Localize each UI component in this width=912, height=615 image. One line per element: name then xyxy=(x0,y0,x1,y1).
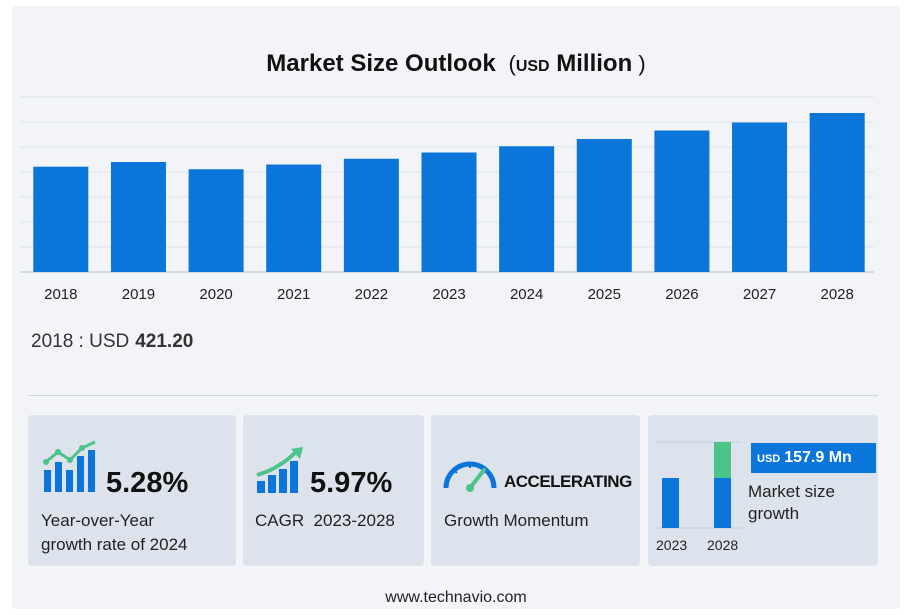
mini-bar-2028-base xyxy=(714,478,731,528)
x-tick-label-2018: 2018 xyxy=(44,286,77,303)
growth-bars-icon xyxy=(43,440,96,492)
bar-2019 xyxy=(110,162,166,272)
incremental-card xyxy=(648,415,878,566)
x-tick-label-2021: 2021 xyxy=(277,286,310,303)
bar-chart: 2018 2019 2020 2021 2022 2023 2024 2025 2026 2027… xyxy=(20,96,874,303)
incremental-caption: Market size growth xyxy=(748,481,835,525)
bar-2025 xyxy=(576,139,632,272)
incremental-caption-line1: Market size xyxy=(748,482,835,501)
x-tick-label-2028: 2028 xyxy=(820,286,853,303)
bar-2023 xyxy=(421,152,477,272)
cagr-value: 5.97% xyxy=(310,467,393,499)
incremental-badge: USD 157.9 Mn xyxy=(751,443,876,473)
title-unit-suffix: Million xyxy=(556,50,633,77)
bar-2021 xyxy=(266,164,322,272)
mini-bar-2023 xyxy=(662,478,679,528)
base-year-value: 2018 : USD 421.20 xyxy=(31,331,193,353)
incremental-caption-line2: growth xyxy=(748,504,800,523)
momentum-value: ACCELERATING xyxy=(504,472,632,491)
section-divider xyxy=(28,395,878,396)
x-tick-label-2022: 2022 xyxy=(355,286,388,303)
bar-2024 xyxy=(499,146,555,272)
unit-paren-close: ) xyxy=(632,51,646,76)
speedometer-icon xyxy=(443,461,497,492)
badge-unit: USD xyxy=(757,453,781,465)
unit-paren-open: ( xyxy=(502,51,516,76)
title-text: Market Size Outlook xyxy=(266,50,496,77)
base-year-amount: 421.20 xyxy=(135,331,194,352)
bar-2027 xyxy=(732,122,788,272)
title-unit-prefix: USD xyxy=(515,58,550,75)
bar-2028 xyxy=(809,113,865,272)
momentum-caption: Growth Momentum xyxy=(444,511,589,530)
bar-2020 xyxy=(188,169,244,272)
x-tick-label-2020: 2020 xyxy=(199,286,232,303)
yoy-caption-line1: Year-over-Year xyxy=(41,511,155,530)
x-tick-label-2024: 2024 xyxy=(510,286,543,303)
rising-bars-icon xyxy=(256,447,303,493)
mini-year-end: 2028 xyxy=(707,537,739,553)
x-tick-label-2026: 2026 xyxy=(665,286,698,303)
x-tick-label-2019: 2019 xyxy=(122,286,155,303)
momentum-card xyxy=(431,415,640,566)
bar-2018 xyxy=(33,166,89,272)
cagr-caption: CAGR 2023-2028 xyxy=(255,511,395,530)
x-tick-label-2025: 2025 xyxy=(588,286,621,303)
base-year-label: 2018 : USD xyxy=(31,331,130,352)
chart-title: Market Size Outlook (USD Million ) xyxy=(0,50,912,78)
footer-url: www.technavio.com xyxy=(385,589,527,606)
yoy-card xyxy=(28,415,236,566)
mini-bar-2028-growth xyxy=(714,442,731,478)
x-tick-label-2027: 2027 xyxy=(743,286,776,303)
yoy-caption-line2: growth rate of 2024 xyxy=(41,535,188,554)
bar-2026 xyxy=(654,130,710,272)
yoy-value: 5.28% xyxy=(106,467,189,499)
badge-value: 157.9 Mn xyxy=(784,449,852,466)
incremental-mini-chart xyxy=(656,441,742,529)
bar-2022 xyxy=(343,158,399,272)
mini-year-start: 2023 xyxy=(656,537,688,553)
x-tick-label-2023: 2023 xyxy=(432,286,465,303)
